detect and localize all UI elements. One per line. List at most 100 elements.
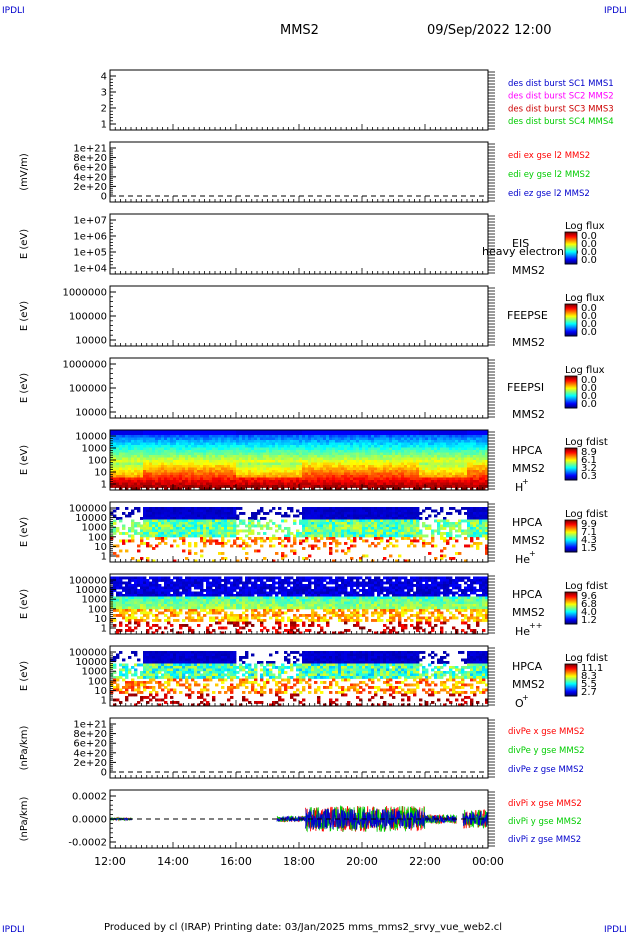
spectrogram-cell [227, 447, 231, 451]
spectrogram-cell [119, 430, 123, 433]
spectrogram-cell [215, 447, 219, 451]
spectrogram-cell [377, 447, 381, 451]
spectrogram-cell [356, 465, 360, 468]
colorbar-segment [565, 330, 577, 333]
spectrogram-cell [140, 460, 144, 463]
spectrogram-cell [455, 460, 459, 463]
spectrogram-cell [260, 437, 264, 441]
spectrogram-cell [149, 507, 153, 510]
spectrogram-cell [140, 517, 144, 520]
spectrogram-cell [338, 514, 342, 518]
spectrogram-cell [389, 527, 393, 530]
spectrogram-cell [257, 522, 261, 525]
spectrogram-cell [278, 447, 282, 451]
spectrogram-cell [167, 482, 171, 486]
spectrogram-cell [266, 482, 270, 486]
spectrogram-cell [455, 472, 459, 476]
spectrogram-cell [215, 542, 219, 545]
spectrogram-cell [179, 447, 183, 451]
spectrogram-cell [170, 477, 174, 481]
spectrogram-cell [353, 430, 357, 433]
colorbar-segment [565, 451, 577, 453]
spectrogram-cell [332, 480, 336, 483]
spectrogram-cell [146, 559, 150, 563]
spectrogram-cell [152, 445, 156, 448]
spectrogram-cell [278, 512, 282, 515]
spectrogram-cell [308, 529, 312, 533]
colorbar-segment [565, 453, 577, 455]
spectrogram-cell [398, 440, 402, 443]
spectrogram-cell [464, 437, 468, 441]
spectrogram-cell [461, 430, 465, 433]
spectrogram-cell [476, 447, 480, 451]
spectrogram-cell [395, 467, 399, 471]
spectrogram-cell [245, 467, 249, 471]
spectrogram-cell [218, 460, 222, 463]
spectrogram-cell [317, 462, 321, 466]
spectrogram-cell [245, 457, 249, 461]
spectrogram-cell [296, 482, 300, 486]
spectrogram-cell [332, 470, 336, 473]
spectrogram-cell [263, 457, 267, 461]
spectrogram-cell [245, 452, 249, 456]
spectrogram-cell [233, 517, 237, 520]
spectrogram-cell [149, 452, 153, 456]
spectrogram-cell [398, 532, 402, 535]
spectrogram-cell [224, 534, 228, 538]
spectrogram-cell [218, 432, 222, 436]
spectrogram-cell [236, 529, 240, 533]
spectrogram-cell [344, 447, 348, 451]
spectrogram-cell [365, 477, 369, 481]
spectrogram-cell [260, 527, 264, 530]
header-datetime: 09/Sep/2022 12:00 [427, 23, 551, 38]
spectrogram-cell [293, 514, 297, 518]
spectrogram-cell [272, 432, 276, 436]
spectrogram-cell [362, 534, 366, 538]
spectrogram-cell [188, 455, 192, 458]
spectrogram-cell [215, 462, 219, 466]
spectrogram-cell [395, 450, 399, 453]
spectrogram-cell [359, 480, 363, 483]
spectrogram-cell [164, 527, 168, 530]
spectrogram-cell [191, 522, 195, 525]
spectrogram-cell [146, 435, 150, 438]
spectrogram-cell [329, 482, 333, 486]
spectrogram-cell [269, 470, 273, 473]
spectrogram-cell [470, 485, 474, 488]
spectrogram-cell [146, 480, 150, 483]
spectrogram-cell [212, 430, 216, 433]
spectrogram-cell [416, 475, 420, 478]
spectrogram-cell [245, 442, 249, 446]
spectrogram-cell [443, 487, 447, 491]
spectrogram-cell [293, 457, 297, 461]
spectrogram-cell [461, 452, 465, 456]
spectrogram-cell [359, 519, 363, 523]
spectrogram-cell [176, 512, 180, 515]
spectrogram-cell [197, 447, 201, 451]
spectrogram-cell [464, 470, 468, 473]
spectrogram-cell [296, 435, 300, 438]
spectrogram-cell [152, 470, 156, 473]
spectrogram-cell [401, 430, 405, 433]
spectrogram-cell [233, 430, 237, 433]
spectrogram-cell [284, 457, 288, 461]
colorbar-segment [565, 392, 577, 394]
spectrogram-cell [440, 470, 444, 473]
spectrogram-cell [164, 509, 168, 513]
spectrogram-cell [245, 534, 249, 538]
spectrogram-cell [203, 472, 207, 476]
spectrogram-cell [275, 462, 279, 466]
spectrogram-cell [236, 517, 240, 520]
spectrogram-cell [113, 447, 117, 451]
spectrogram-cell [155, 527, 159, 530]
spectrogram-cell [413, 460, 417, 463]
spectrogram-cell [377, 450, 381, 453]
spectrogram-cell [323, 542, 327, 545]
spectrogram-cell [290, 437, 294, 441]
spectrogram-cell [386, 524, 390, 528]
spectrogram-cell [455, 475, 459, 478]
spectrogram-cell [284, 527, 288, 530]
spectrogram-cell [119, 447, 123, 451]
spectrogram-cell [161, 457, 165, 461]
spectrogram-cell [299, 457, 303, 461]
